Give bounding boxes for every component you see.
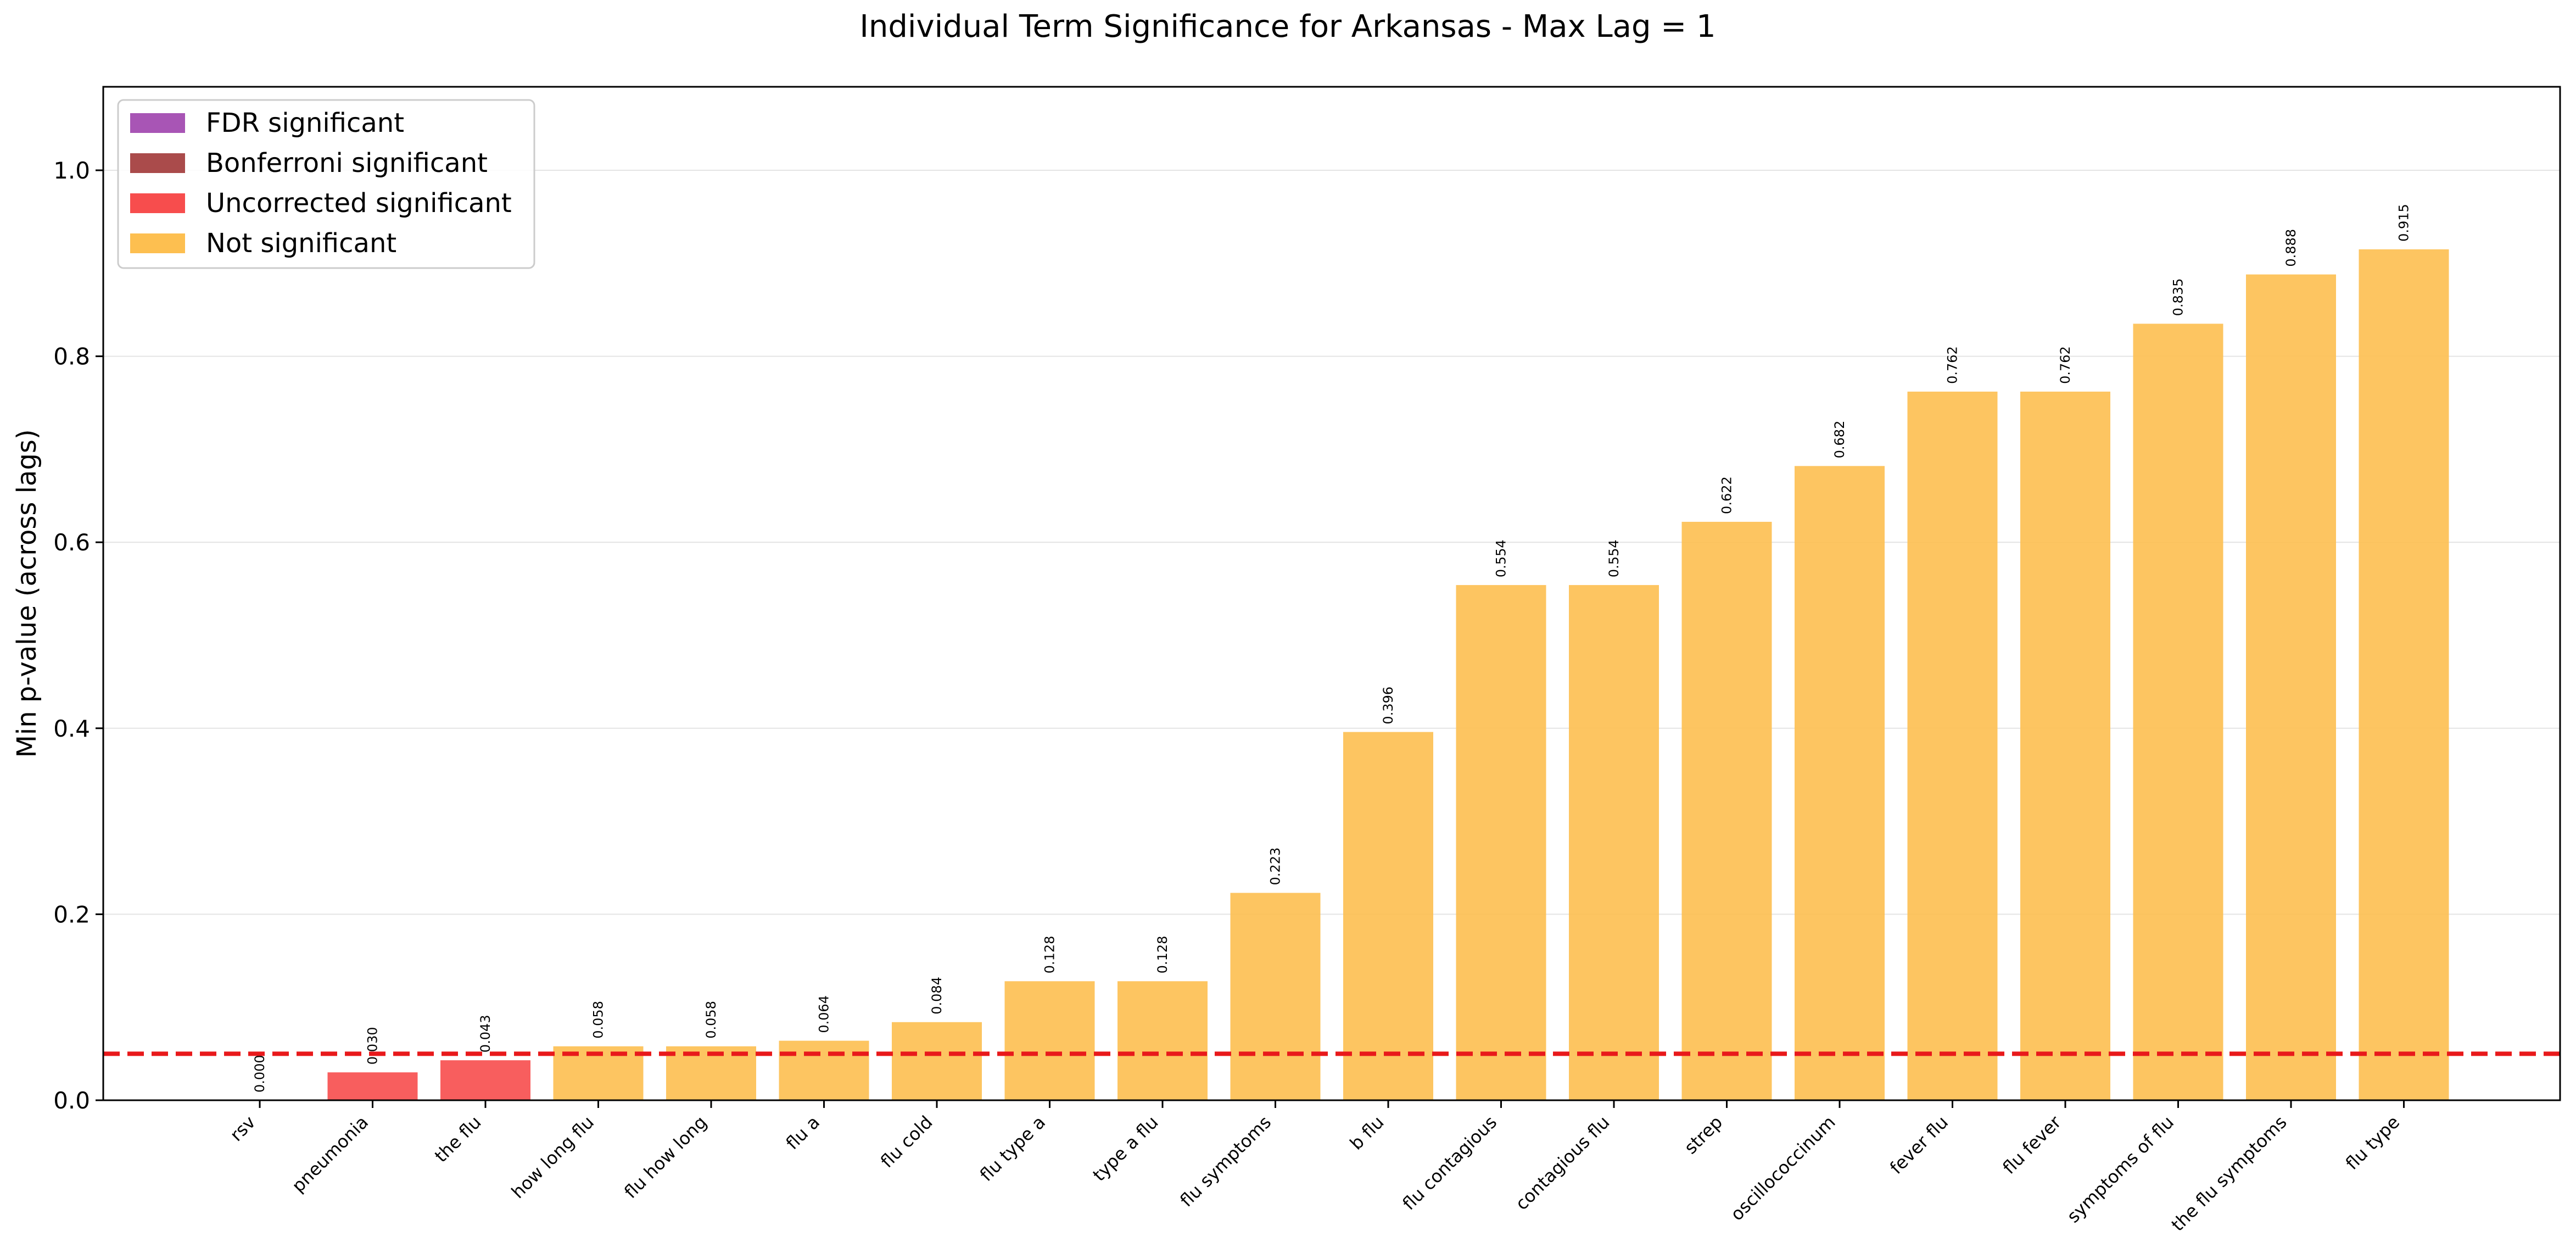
bar-value-label: 0.762 bbox=[2058, 346, 2073, 384]
x-tick-label: flu how long bbox=[620, 1112, 711, 1202]
x-tick-label: b flu bbox=[1346, 1112, 1388, 1154]
bar bbox=[1456, 585, 1546, 1100]
bar-value-label: 0.064 bbox=[817, 995, 832, 1033]
bar-value-label: 0.835 bbox=[2171, 278, 2186, 316]
bar-value-label: 0.128 bbox=[1155, 936, 1170, 974]
chart-title: Individual Term Significance for Arkansa… bbox=[859, 9, 1716, 44]
x-tick-label: flu symptoms bbox=[1176, 1112, 1275, 1211]
bar bbox=[1907, 391, 1998, 1100]
bar bbox=[779, 1040, 869, 1100]
x-tick-label: flu contagious bbox=[1399, 1112, 1501, 1215]
bar bbox=[1795, 466, 1885, 1100]
x-tick-label: strep bbox=[1680, 1112, 1727, 1158]
plot-frame bbox=[102, 86, 2561, 1101]
x-tick-label: oscillococcinum bbox=[1726, 1112, 1840, 1225]
bar-value-label: 0.682 bbox=[1832, 421, 1847, 459]
x-tick-label: flu type bbox=[2342, 1112, 2404, 1174]
legend-label: Bonferroni significant bbox=[206, 148, 488, 179]
x-tick-label: the flu bbox=[431, 1112, 485, 1167]
x-tick-label: fever flu bbox=[1886, 1112, 1952, 1178]
y-tick-label: 0.4 bbox=[53, 715, 90, 742]
bar-value-label: 0.128 bbox=[1042, 936, 1058, 974]
y-tick-label: 0.8 bbox=[53, 343, 90, 370]
x-tick-label: type a flu bbox=[1088, 1112, 1162, 1185]
legend-box bbox=[117, 99, 535, 269]
x-tick-label: pneumonia bbox=[288, 1112, 372, 1196]
legend-swatch bbox=[130, 113, 185, 133]
x-tick-label: symptoms of flu bbox=[2063, 1112, 2178, 1227]
bar-value-label: 0.043 bbox=[478, 1015, 493, 1052]
bar-value-labels: 0.000 0.030 0.043 0.058 0.058 0.064 0.084 0.128… bbox=[252, 204, 2412, 1093]
bar-value-label: 0.084 bbox=[929, 977, 945, 1015]
y-tick-label: 0.0 bbox=[53, 1087, 90, 1114]
bar-value-label: 0.030 bbox=[365, 1027, 381, 1065]
bar bbox=[1569, 585, 1659, 1100]
bar bbox=[1004, 981, 1095, 1100]
bar bbox=[1343, 732, 1433, 1100]
legend-swatch bbox=[130, 153, 185, 173]
bar bbox=[2020, 391, 2110, 1100]
bar-value-label: 0.396 bbox=[1381, 687, 1396, 725]
x-tick-label: flu a bbox=[782, 1112, 824, 1154]
x-tick-label: flu fever bbox=[1998, 1111, 2065, 1178]
legend: FDR significant Bonferroni significant Unc… bbox=[117, 99, 535, 269]
bar bbox=[1117, 981, 1208, 1100]
bar bbox=[2359, 249, 2449, 1100]
legend-label: FDR significant bbox=[206, 108, 404, 138]
bar bbox=[327, 1072, 418, 1100]
x-axis: rsv pneumonia the flu how long flu flu how l… bbox=[226, 1100, 2405, 1235]
x-tick-label: the flu symptoms bbox=[2167, 1112, 2291, 1235]
bar bbox=[2246, 274, 2336, 1101]
bar-value-label: 0.622 bbox=[1719, 476, 1735, 514]
y-tick-label: 0.2 bbox=[53, 901, 90, 928]
bar-value-label: 0.223 bbox=[1268, 848, 1283, 885]
legend-label: Not significant bbox=[206, 228, 396, 259]
bar-value-label: 0.762 bbox=[1945, 346, 1960, 384]
bars bbox=[327, 249, 2449, 1101]
bar-value-label: 0.888 bbox=[2283, 229, 2299, 267]
bar bbox=[1230, 893, 1321, 1100]
x-tick-label: how long flu bbox=[507, 1112, 598, 1202]
bar-value-label: 0.058 bbox=[703, 1001, 719, 1039]
legend-swatch bbox=[130, 193, 185, 213]
y-axis-label: Min p-value (across lags) bbox=[12, 429, 42, 757]
bar bbox=[2133, 324, 2223, 1100]
legend-swatch bbox=[130, 233, 185, 253]
x-tick-label: rsv bbox=[226, 1112, 259, 1145]
bar-value-label: 0.000 bbox=[252, 1055, 267, 1093]
bar bbox=[440, 1060, 530, 1100]
y-tick-label: 1.0 bbox=[53, 157, 90, 184]
bar-value-label: 0.058 bbox=[591, 1001, 606, 1039]
bar-value-label: 0.915 bbox=[2396, 204, 2412, 242]
x-tick-label: flu cold bbox=[876, 1112, 937, 1172]
bar-value-label: 0.554 bbox=[1494, 539, 1509, 577]
bar bbox=[1681, 521, 1772, 1100]
bar-value-label: 0.554 bbox=[1606, 539, 1622, 577]
y-axis: 0.0 0.2 0.4 0.6 0.8 1.0 bbox=[53, 157, 103, 1114]
legend-label: Uncorrected significant bbox=[206, 188, 512, 219]
bar bbox=[892, 1022, 982, 1100]
x-tick-label: flu type a bbox=[976, 1112, 1049, 1185]
y-tick-label: 0.6 bbox=[53, 529, 90, 556]
x-tick-label: contagious flu bbox=[1511, 1112, 1614, 1215]
